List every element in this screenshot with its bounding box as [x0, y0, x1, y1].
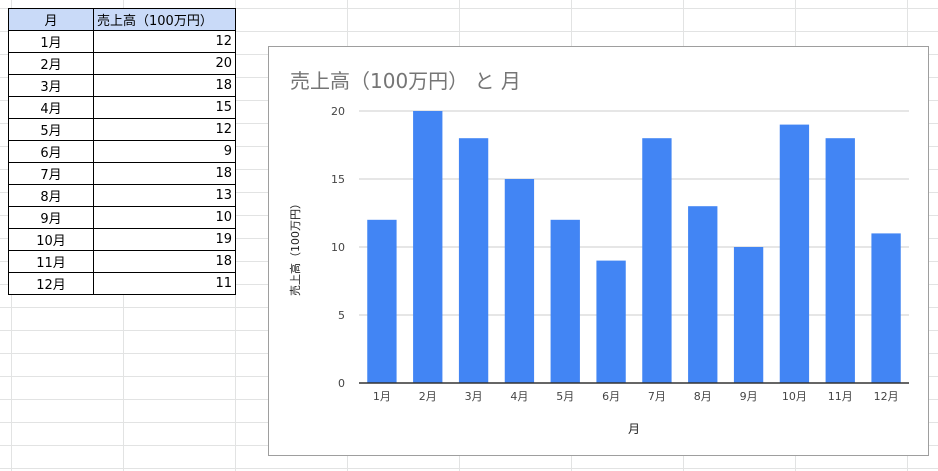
x-tick-label: 4月 [510, 390, 528, 403]
table-row: 6月 9 [8, 140, 236, 163]
table-row: 1月 12 [8, 30, 236, 53]
bar [458, 138, 489, 383]
bar [367, 219, 397, 383]
table-row: 4月 15 [8, 96, 236, 119]
bar [504, 179, 535, 383]
y-tick-label: 20 [331, 105, 345, 118]
bar [413, 111, 443, 383]
header-cell-sales[interactable]: 売上高（100万円） [93, 8, 236, 31]
month-cell[interactable]: 10月 [8, 228, 94, 251]
sales-cell[interactable]: 15 [93, 96, 236, 119]
table-row: 10月 19 [8, 228, 236, 251]
bar [596, 260, 626, 383]
sales-cell[interactable]: 18 [93, 250, 236, 273]
chart-title: 売上高（100万円） と 月 [290, 69, 521, 93]
month-cell[interactable]: 8月 [8, 184, 94, 207]
data-table: 月 売上高（100万円） 1月 12 2月 20 3月 18 4月 15 5月 12 6月 9 7月 18… [8, 8, 236, 295]
month-cell[interactable]: 3月 [8, 74, 94, 97]
bar [779, 124, 810, 383]
month-cell[interactable]: 11月 [8, 250, 94, 273]
bar [550, 219, 580, 383]
x-tick-label: 2月 [419, 390, 437, 403]
y-tick-label: 0 [338, 377, 345, 390]
table-row: 5月 12 [8, 118, 236, 141]
table-row: 2月 20 [8, 52, 236, 75]
table-row: 12月 11 [8, 272, 236, 295]
x-tick-label: 9月 [740, 390, 758, 403]
sales-cell[interactable]: 20 [93, 52, 236, 75]
table-row: 8月 13 [8, 184, 236, 207]
month-cell[interactable]: 2月 [8, 52, 94, 75]
month-cell[interactable]: 7月 [8, 162, 94, 185]
sales-cell[interactable]: 10 [93, 206, 236, 229]
x-tick-label: 3月 [465, 390, 483, 403]
month-cell[interactable]: 5月 [8, 118, 94, 141]
chart-container[interactable]: 売上高（100万円） と 月 0 5 10 15 20 1月 2月 3月 4月 5月 6月 7月 8月 9… [268, 46, 929, 456]
sales-cell[interactable]: 19 [93, 228, 236, 251]
month-cell[interactable]: 4月 [8, 96, 94, 119]
sales-cell[interactable]: 18 [93, 162, 236, 185]
x-tick-label: 10月 [782, 390, 807, 403]
table-body: 1月 12 2月 20 3月 18 4月 15 5月 12 6月 9 7月 18 8月 13 9月 10 10月 19… [8, 30, 236, 295]
x-axis-title: 月 [628, 422, 640, 436]
x-tick-label: 6月 [602, 390, 620, 403]
sales-cell[interactable]: 11 [93, 272, 236, 295]
y-axis-title: 売上高（100万円） [288, 198, 302, 296]
sales-cell[interactable]: 13 [93, 184, 236, 207]
bar [688, 206, 718, 383]
table-row: 9月 10 [8, 206, 236, 229]
sales-cell[interactable]: 12 [93, 30, 236, 53]
header-cell-month[interactable]: 月 [8, 8, 94, 31]
month-cell[interactable]: 6月 [8, 140, 94, 163]
bar [733, 247, 764, 383]
table-row: 3月 18 [8, 74, 236, 97]
table-row: 11月 18 [8, 250, 236, 273]
table-row: 7月 18 [8, 162, 236, 185]
y-tick-label: 15 [331, 173, 345, 186]
sales-cell[interactable]: 12 [93, 118, 236, 141]
x-tick-label: 5月 [556, 390, 574, 403]
x-tick-label: 7月 [648, 390, 666, 403]
table-header-row: 月 売上高（100万円） [8, 8, 236, 31]
month-cell[interactable]: 12月 [8, 272, 94, 295]
x-tick-label: 11月 [828, 390, 853, 403]
sales-cell[interactable]: 9 [93, 140, 236, 163]
bar [825, 138, 855, 383]
y-tick-label: 10 [331, 241, 345, 254]
sales-cell[interactable]: 18 [93, 74, 236, 97]
bar [642, 138, 672, 383]
x-tick-label: 1月 [373, 390, 391, 403]
y-tick-label: 5 [338, 309, 345, 322]
month-cell[interactable]: 9月 [8, 206, 94, 229]
month-cell[interactable]: 1月 [8, 30, 94, 53]
bar [871, 233, 901, 383]
x-tick-label: 8月 [694, 390, 712, 403]
x-tick-label: 12月 [874, 390, 899, 403]
